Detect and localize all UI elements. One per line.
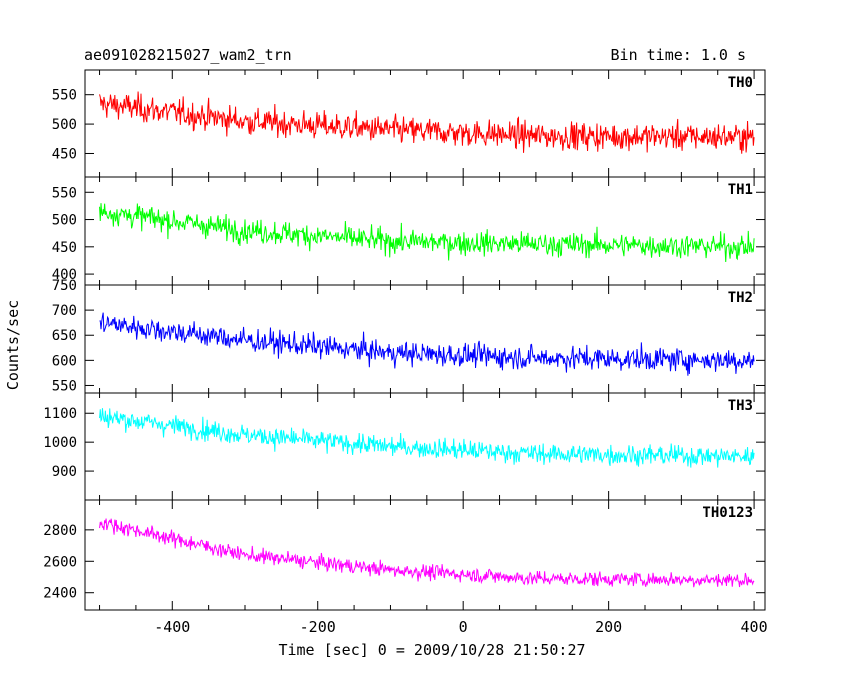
panel-label-th0: TH0 <box>728 75 753 91</box>
series-line-th3 <box>99 408 755 468</box>
x-tick-label: 200 <box>595 618 622 636</box>
series-line-th1 <box>99 203 755 263</box>
y-tick-label: 550 <box>52 88 77 104</box>
y-tick-label: 450 <box>52 240 77 256</box>
x-tick-label: -200 <box>300 618 336 636</box>
y-axis-label: Counts/sec <box>4 300 22 390</box>
y-tick-label: 550 <box>52 185 77 201</box>
series-line-th0123 <box>99 518 755 588</box>
x-tick-label: 400 <box>741 618 768 636</box>
panel-frame-th1 <box>84 176 766 286</box>
y-tick-label: 750 <box>52 278 77 294</box>
y-tick-label: 2600 <box>43 554 77 570</box>
x-tick-label: -400 <box>154 618 190 636</box>
y-tick-label: 600 <box>52 353 77 369</box>
y-tick-label: 550 <box>52 378 77 394</box>
y-tick-label: 700 <box>52 303 77 319</box>
series-line-th2 <box>99 312 755 376</box>
x-axis-label: Time [sec] 0 = 2009/10/28 21:50:27 <box>278 641 585 659</box>
y-tick-label: 400 <box>52 267 77 283</box>
panel-label-th2: TH2 <box>728 290 753 306</box>
y-tick-label: 500 <box>52 213 77 229</box>
plot-title: ae091028215027_wam2_trn <box>84 46 292 64</box>
series-line-th0 <box>99 91 755 154</box>
y-tick-label: 1100 <box>43 406 77 422</box>
panel-label-th0123: TH0123 <box>702 505 753 521</box>
y-tick-label: 900 <box>52 464 77 480</box>
bin-time-label: Bin time: 1.0 s <box>611 46 746 64</box>
panel-frame-th0123 <box>84 499 766 611</box>
panel-label-th3: TH3 <box>728 398 753 414</box>
panel-frame-th0 <box>84 69 766 178</box>
y-tick-label: 2400 <box>43 586 77 602</box>
panel-frame-th2 <box>84 284 766 394</box>
y-tick-label: 2800 <box>43 523 77 539</box>
panel-label-th1: TH1 <box>728 182 753 198</box>
y-tick-label: 450 <box>52 146 77 162</box>
y-tick-label: 1000 <box>43 435 77 451</box>
y-tick-label: 500 <box>52 117 77 133</box>
x-tick-label: 0 <box>459 618 468 636</box>
y-tick-label: 650 <box>52 328 77 344</box>
